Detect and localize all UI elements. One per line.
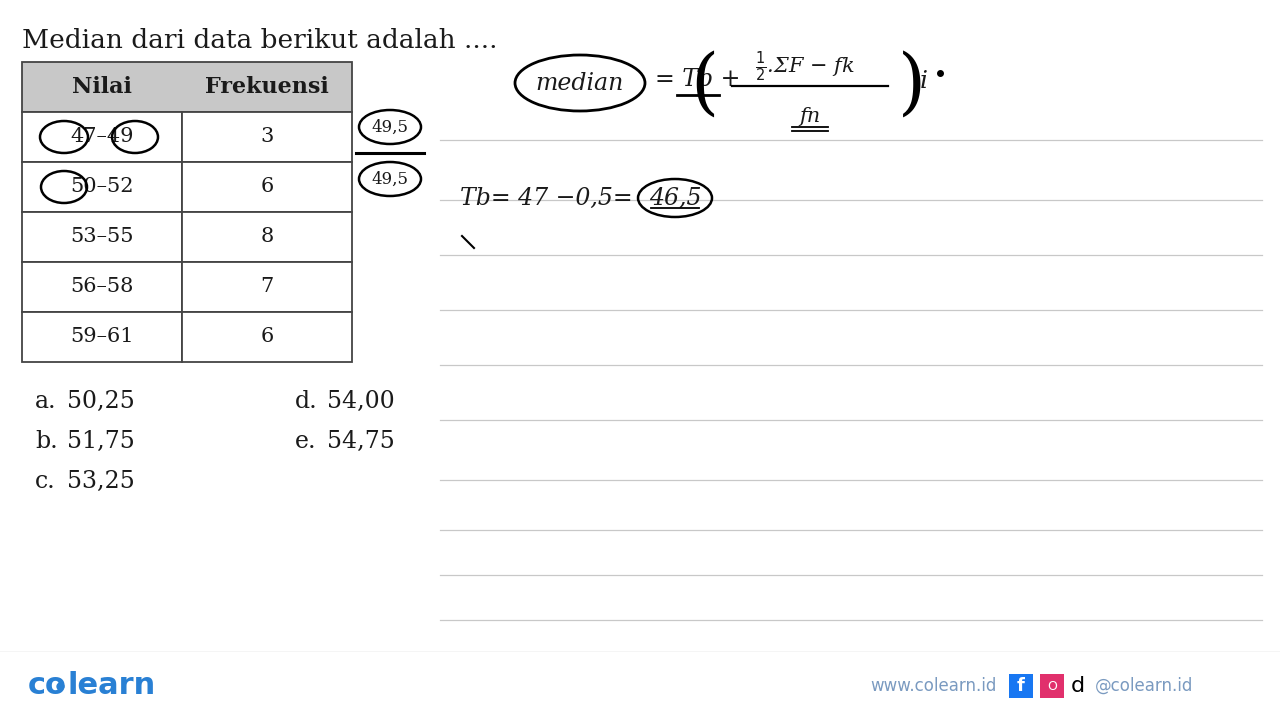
Text: Frekuensi: Frekuensi [205,76,329,98]
Bar [1039,674,1064,698]
Text: (: ( [690,50,718,120]
Text: @colearn.id: @colearn.id [1094,677,1193,695]
Text: 46,5: 46,5 [649,186,701,210]
Bar [22,262,182,312]
Text: b.: b. [35,430,58,453]
Text: ): ) [899,50,927,120]
Text: fn: fn [800,107,820,126]
Text: a.: a. [35,390,56,413]
Bar [182,212,352,262]
Text: Nilai: Nilai [72,76,132,98]
Bar [0,652,1280,720]
Text: Tb= 47 −0,5=: Tb= 47 −0,5= [460,186,632,210]
Text: 54,00: 54,00 [326,390,394,413]
Text: c.: c. [35,470,56,493]
Text: 50,25: 50,25 [67,390,134,413]
Text: 59–61: 59–61 [70,328,134,346]
Text: $\frac{1}{2}$.ΣF − fk: $\frac{1}{2}$.ΣF − fk [755,50,855,84]
Bar [1009,674,1033,698]
Text: d.: d. [294,390,317,413]
Text: 47–49: 47–49 [70,127,133,146]
Text: 53,25: 53,25 [67,470,134,493]
Bar [22,62,352,112]
Text: = Tb +: = Tb + [655,68,740,91]
Text: 49,5: 49,5 [371,171,408,187]
Text: learn: learn [68,672,156,701]
Text: 49,5: 49,5 [371,119,408,135]
Bar [22,112,182,162]
Text: O: O [1047,680,1057,693]
Text: co: co [28,672,67,701]
Text: 53–55: 53–55 [70,228,133,246]
Bar [182,262,352,312]
Bar [22,312,182,362]
Text: 54,75: 54,75 [326,430,394,453]
Text: 56–58: 56–58 [70,277,133,297]
Text: Median dari data berikut adalah ....: Median dari data berikut adalah .... [22,28,498,53]
Bar [182,162,352,212]
Text: 6: 6 [260,178,274,197]
Text: i: i [920,70,928,92]
Text: d: d [1071,676,1085,696]
Text: 7: 7 [260,277,274,297]
Text: 50–52: 50–52 [70,178,133,197]
Bar [22,162,182,212]
Bar [22,212,182,262]
Text: 51,75: 51,75 [67,430,134,453]
Bar [182,112,352,162]
Text: www.colearn.id: www.colearn.id [870,677,996,695]
Text: 6: 6 [260,328,274,346]
Text: 3: 3 [260,127,274,146]
Text: f: f [1018,677,1025,695]
Text: median: median [536,71,625,94]
Text: e.: e. [294,430,316,453]
Bar [182,312,352,362]
Text: 8: 8 [260,228,274,246]
